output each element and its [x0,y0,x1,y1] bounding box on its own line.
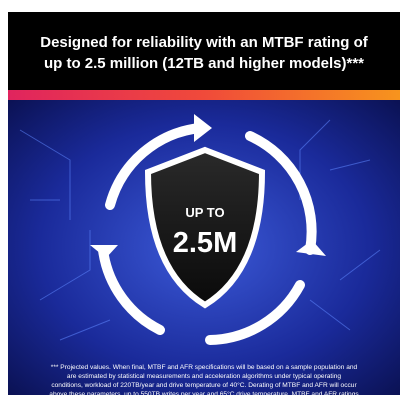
page: Designed for reliability with an MTBF ra… [0,0,407,403]
footnote-line: *** Projected values. When final, MTBF a… [51,364,358,371]
footnote-line: conditions, workload of 220TB/year and d… [51,381,357,389]
header-line: Designed for reliability with an MTBF ra… [40,34,369,51]
badge-top: UP TO [185,205,224,220]
badge-value: 2.5M [173,227,237,259]
accent-stripe [8,90,400,100]
header-line: up to 2.5 million (12TB and higher model… [44,55,364,72]
header-band [8,12,400,90]
footnote-line: above these parameters, up to 550TB writ… [49,390,359,398]
promo-image: Designed for reliability with an MTBF ra… [0,0,407,403]
footnote-line: are estimated by statistical measurement… [67,373,341,380]
